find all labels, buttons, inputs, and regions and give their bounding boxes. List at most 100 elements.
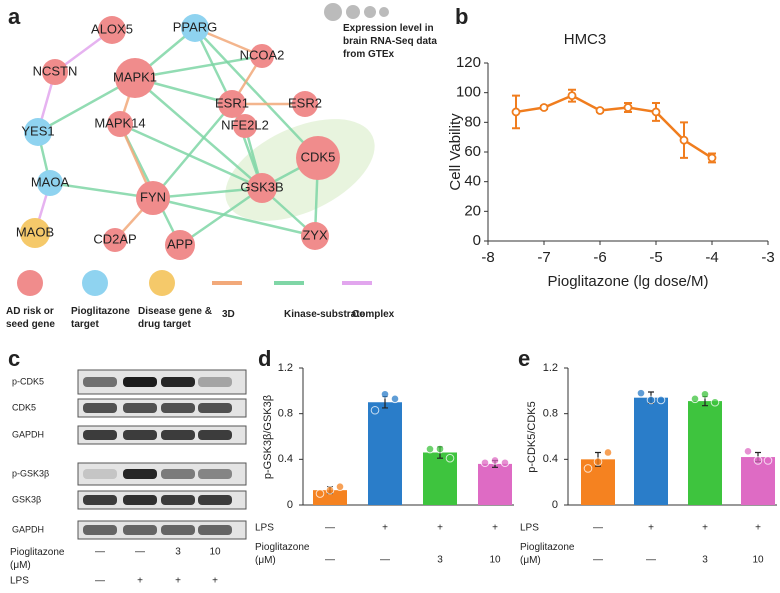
data-point (435, 444, 445, 454)
network-node (233, 114, 257, 138)
y-tick-label: 80 (464, 113, 481, 130)
condition-name: LPS (10, 576, 29, 587)
blot-band (161, 525, 195, 535)
legend-label: Disease gene & drug target (138, 306, 212, 330)
bar (368, 402, 402, 505)
node-label: CDK5 (301, 149, 336, 164)
y-tick-label: 40 (464, 173, 481, 190)
x-tick-label: -5 (649, 249, 662, 266)
data-point (656, 395, 666, 405)
legend-swatch (149, 270, 175, 296)
condition-name: Pioglitazone (μM) (255, 542, 310, 566)
data-point (500, 458, 510, 468)
node-label: ESR1 (215, 95, 249, 110)
data-point (480, 458, 490, 468)
y-axis-label: Cell Vability (447, 113, 464, 191)
blot-band (198, 495, 232, 505)
data-line (515, 94, 713, 159)
data-point (690, 394, 700, 404)
blot-band (123, 525, 157, 535)
y-tick-label: 0.8 (543, 408, 558, 420)
network-node (107, 111, 133, 137)
condition-label: 10 (209, 547, 221, 558)
node-label: NFE2L2 (221, 117, 269, 132)
blot-band (83, 525, 117, 535)
network-edge (49, 181, 154, 200)
y-tick-label: 60 (464, 143, 481, 160)
panel-label: b (455, 4, 468, 29)
blot-band (161, 469, 195, 479)
data-point (325, 485, 335, 495)
node-label: ESR2 (288, 95, 322, 110)
data-point (753, 456, 763, 465)
legend-swatch (17, 270, 43, 296)
data-point (315, 489, 325, 498)
blot-band (83, 377, 117, 387)
network-node (250, 44, 274, 68)
data-point (651, 107, 661, 117)
network-edge (152, 186, 263, 200)
expression-circle (364, 6, 376, 18)
y-tick-label: 0.8 (278, 408, 293, 420)
data-point (636, 388, 646, 398)
network-edge (134, 54, 263, 80)
y-tick-label: 0.4 (543, 453, 558, 465)
network-node (218, 90, 246, 118)
network-node (98, 16, 126, 44)
condition-label: — (325, 523, 335, 534)
condition-label: — (380, 555, 390, 566)
condition-label: — (593, 523, 603, 534)
node-label: ZYX (302, 227, 328, 242)
data-point (583, 464, 593, 473)
legend-label: Kinase-substrate (284, 309, 366, 320)
network-node (103, 228, 127, 252)
condition-label: 3 (702, 555, 708, 566)
condition-name: LPS (520, 523, 539, 534)
network-edge (194, 27, 319, 159)
blot-row-label: GSK3β (12, 494, 41, 504)
blot-band (83, 469, 117, 479)
condition-label: 3 (175, 547, 181, 558)
network-node (247, 173, 277, 203)
blot-band (161, 403, 195, 413)
blot-band (123, 403, 157, 413)
network-node (24, 118, 52, 146)
y-tick-label: 1.2 (278, 362, 293, 374)
x-tick-label: -3 (761, 249, 774, 266)
x-tick-label: -6 (593, 249, 606, 266)
y-tick-label: 1.2 (543, 362, 558, 374)
bar (688, 401, 722, 505)
network-node (296, 136, 340, 180)
condition-label: 10 (752, 555, 764, 566)
node-label: YES1 (21, 123, 54, 138)
data-point (490, 456, 500, 465)
network-edge (179, 186, 263, 247)
node-label: NCOA2 (240, 47, 285, 62)
x-tick-label: -4 (705, 249, 718, 266)
data-point (595, 106, 605, 115)
condition-label: — (593, 555, 603, 566)
data-point (710, 397, 720, 407)
blot-band (198, 430, 232, 440)
node-label: APP (167, 236, 193, 251)
network-edge (119, 122, 263, 190)
blot-band (123, 430, 157, 440)
network-node (301, 222, 329, 250)
data-point (700, 389, 710, 399)
node-label: ALOX5 (91, 21, 133, 36)
data-point (390, 394, 400, 404)
blot-band (83, 403, 117, 413)
node-label: MAOB (16, 224, 54, 239)
y-tick-label: 0 (552, 499, 558, 511)
condition-label: 3 (437, 555, 443, 566)
node-label: PPARG (173, 19, 218, 34)
data-point (743, 447, 753, 456)
y-tick-label: 0 (287, 499, 293, 511)
blot-row-label: GAPDH (12, 524, 44, 534)
data-point (380, 389, 390, 399)
condition-label: + (212, 576, 218, 587)
data-point (539, 103, 549, 112)
data-point (445, 453, 455, 463)
network-edge (193, 27, 234, 105)
